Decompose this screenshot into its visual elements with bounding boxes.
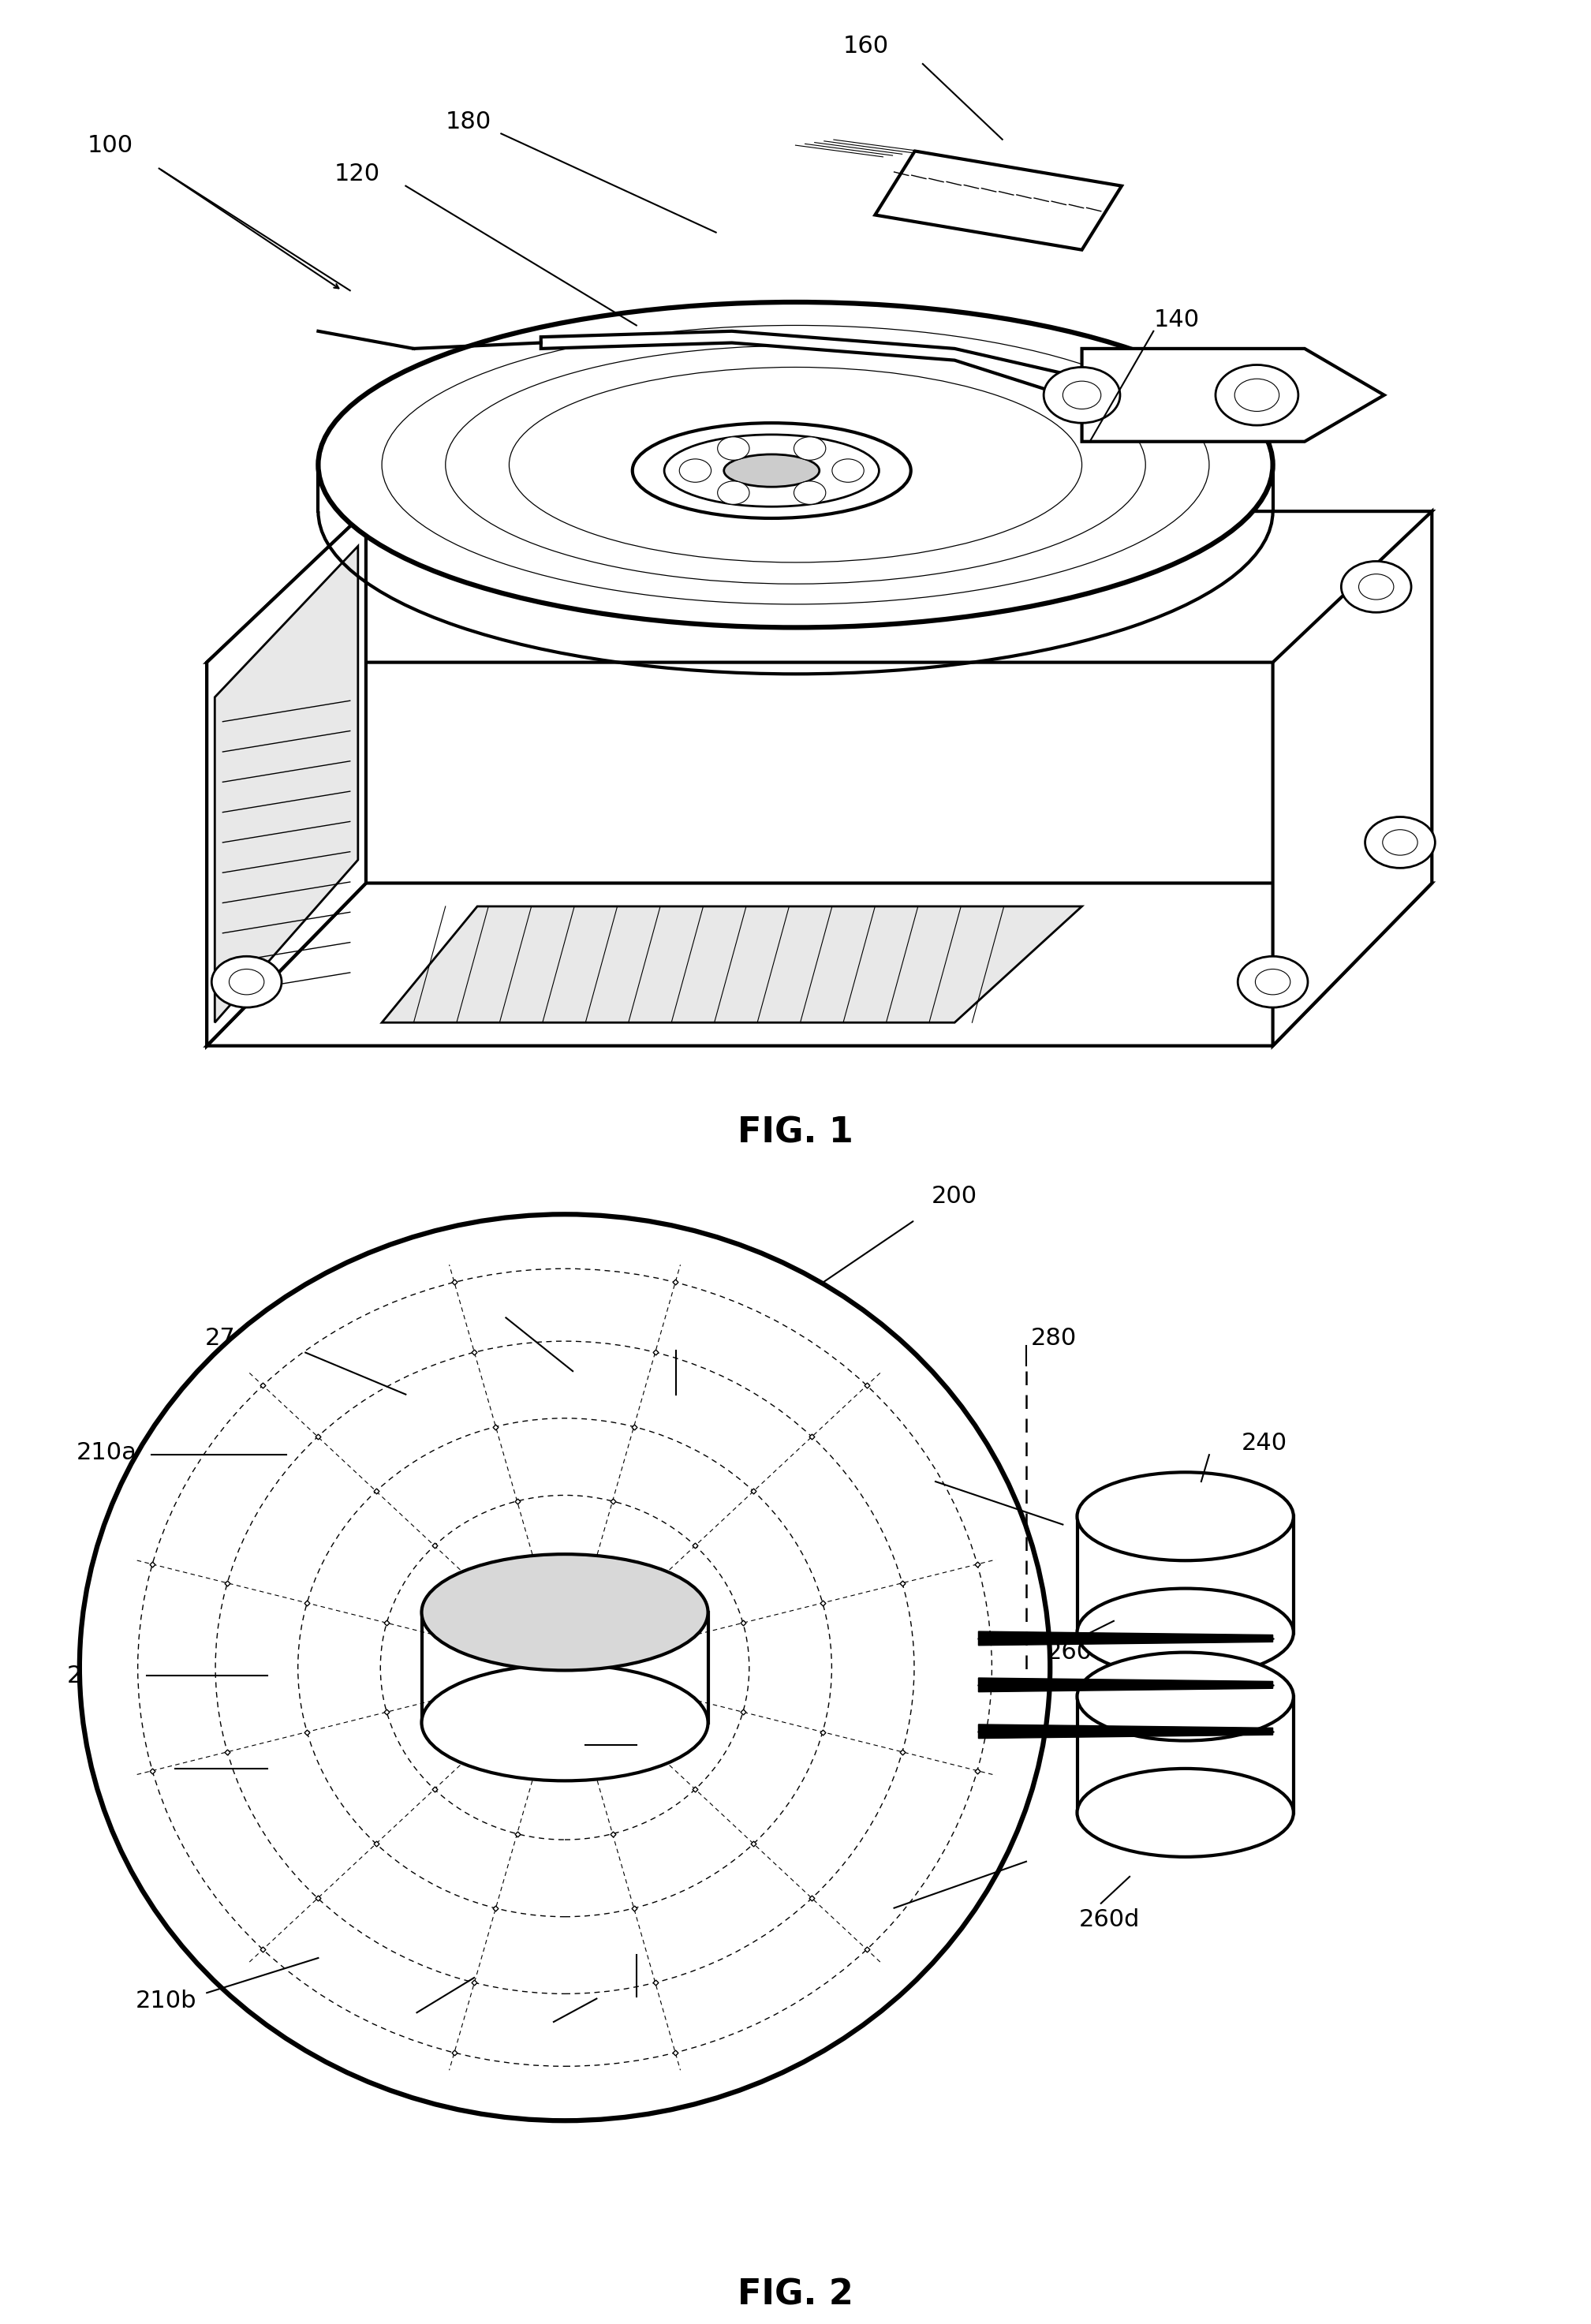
Ellipse shape	[1077, 1473, 1293, 1562]
Text: FIG. 1: FIG. 1	[738, 1116, 853, 1150]
Text: 100: 100	[88, 135, 134, 156]
Circle shape	[1216, 365, 1298, 425]
Circle shape	[794, 437, 826, 460]
Text: 260d: 260d	[1079, 1908, 1139, 1931]
Text: 210c: 210c	[67, 1664, 126, 1687]
Circle shape	[794, 481, 826, 504]
Polygon shape	[1082, 349, 1384, 442]
Circle shape	[1341, 560, 1411, 611]
Circle shape	[212, 957, 282, 1009]
Text: 220a: 220a	[630, 1322, 690, 1346]
Polygon shape	[978, 1678, 1273, 1692]
Text: 230: 230	[426, 1292, 471, 1315]
Circle shape	[718, 437, 749, 460]
Ellipse shape	[633, 423, 910, 518]
Polygon shape	[215, 546, 358, 1023]
Text: 160: 160	[843, 35, 889, 58]
Text: 280: 280	[1031, 1327, 1077, 1350]
Polygon shape	[207, 511, 1432, 662]
Text: 220c: 220c	[469, 1734, 528, 1757]
Ellipse shape	[1077, 1652, 1293, 1741]
Ellipse shape	[422, 1555, 708, 1671]
Text: 220d: 220d	[430, 2024, 490, 2047]
Circle shape	[832, 460, 864, 483]
Polygon shape	[541, 332, 1082, 400]
Text: 200: 200	[932, 1185, 977, 1208]
Text: 250: 250	[108, 1757, 154, 1780]
Text: 260a: 260a	[843, 1455, 904, 1478]
Polygon shape	[382, 906, 1082, 1023]
Text: 140: 140	[1153, 309, 1200, 330]
Ellipse shape	[724, 456, 819, 488]
Polygon shape	[978, 1631, 1273, 1645]
Circle shape	[1044, 367, 1120, 423]
Ellipse shape	[80, 1213, 1050, 2122]
Text: 270b: 270b	[333, 2013, 393, 2036]
Text: 260b: 260b	[796, 1913, 856, 1934]
Polygon shape	[1273, 511, 1432, 1046]
Circle shape	[1365, 818, 1435, 867]
Text: 210b: 210b	[135, 1989, 196, 2013]
Ellipse shape	[422, 1664, 708, 1780]
Ellipse shape	[1077, 1769, 1293, 1857]
Circle shape	[1238, 957, 1308, 1009]
Text: 270a: 270a	[205, 1327, 266, 1350]
Text: 180: 180	[445, 112, 492, 132]
Ellipse shape	[318, 302, 1273, 627]
Polygon shape	[875, 151, 1122, 249]
Circle shape	[718, 481, 749, 504]
Ellipse shape	[1077, 1590, 1293, 1678]
Text: 220b: 220b	[598, 1999, 659, 2022]
Polygon shape	[978, 1724, 1273, 1738]
Text: 120: 120	[334, 163, 380, 186]
Text: 240: 240	[1241, 1432, 1287, 1455]
Text: 210a: 210a	[76, 1441, 137, 1464]
Text: FIG. 2: FIG. 2	[738, 2278, 853, 2312]
Polygon shape	[207, 523, 366, 1046]
Polygon shape	[207, 511, 366, 1046]
Text: 260c: 260c	[1047, 1641, 1106, 1664]
Circle shape	[679, 460, 711, 483]
